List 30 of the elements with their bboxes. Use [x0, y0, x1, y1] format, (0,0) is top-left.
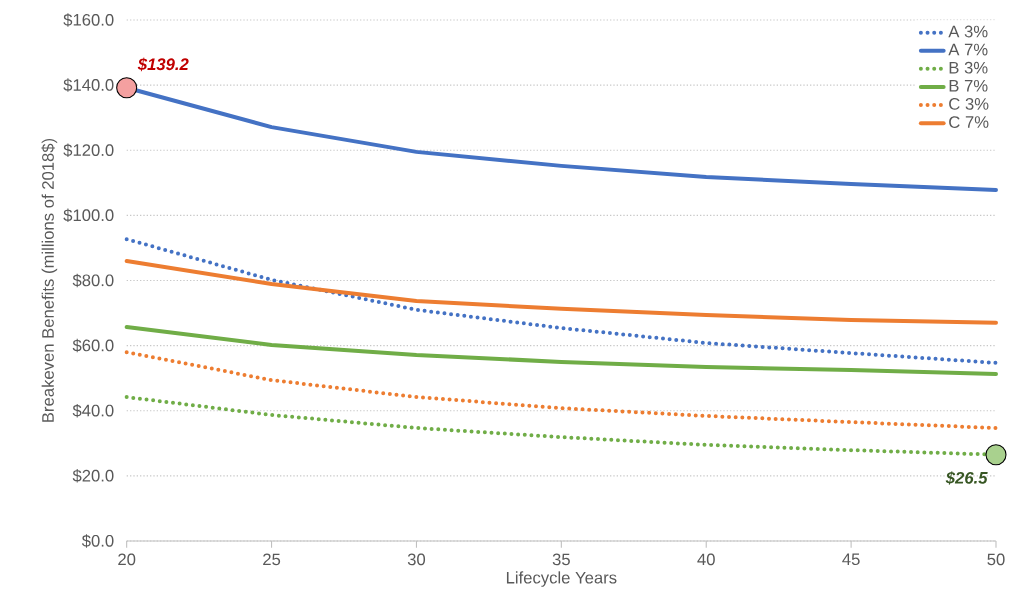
x-axis-title: Lifecycle Years	[506, 571, 617, 587]
y-tick-label: $140.0	[63, 78, 114, 92]
x-tick-label: 30	[407, 553, 426, 566]
legend-label: A 3%	[948, 25, 988, 38]
line-series	[124, 325, 998, 376]
y-tick-label: $80.0	[72, 273, 114, 288]
legend-label: C 3%	[949, 98, 989, 110]
x-tick-label: 20	[118, 553, 136, 566]
line-series	[124, 258, 998, 325]
y-tick-label: $60.0	[72, 338, 114, 353]
y-tick-label: $100.0	[63, 208, 114, 223]
y-tick-label: $160.0	[63, 13, 114, 27]
y-tick-label: $0.0	[81, 534, 114, 548]
y-tick-label: $120.0	[63, 143, 114, 157]
x-tick-label: 40	[697, 553, 715, 566]
legend-label: A 7%	[948, 43, 988, 56]
annotation: $139.2	[137, 57, 189, 72]
legend-label: C 7%	[949, 116, 989, 128]
line-series	[124, 237, 998, 365]
line-series	[124, 350, 998, 430]
y-tick-label: $40.0	[72, 403, 114, 418]
legend-label: B 3%	[949, 61, 988, 74]
x-tick-label: 45	[842, 553, 860, 566]
x-tick-label: 50	[987, 553, 1005, 566]
annotation: $26.5	[945, 471, 988, 485]
legend-label: B 7%	[949, 79, 988, 92]
y-tick-label: $20.0	[72, 469, 114, 483]
x-tick-label: 25	[263, 553, 281, 566]
y-axis-title: Breakeven Benefits (millions of 2018$)	[41, 138, 58, 422]
x-tick-label: 35	[552, 553, 570, 566]
